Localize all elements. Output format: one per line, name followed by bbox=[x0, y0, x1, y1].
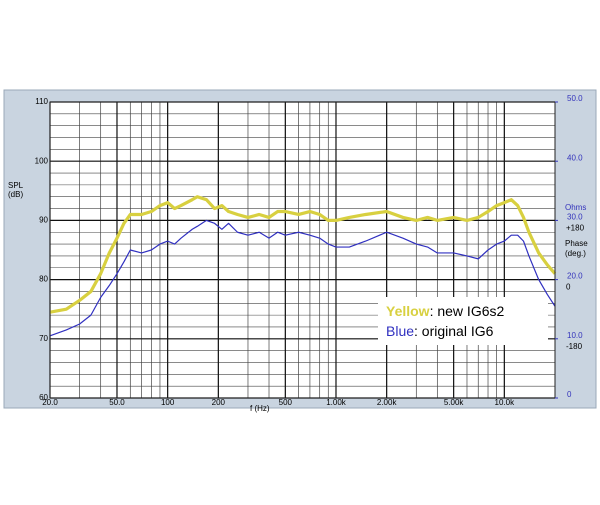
y-tick-label: 70 bbox=[39, 334, 48, 343]
y-tick-label: 110 bbox=[35, 97, 48, 106]
x-tick-label: 100 bbox=[161, 398, 175, 407]
series-line bbox=[49, 219, 556, 337]
y2-tick-label: 20.0 bbox=[567, 272, 583, 281]
y2-tick-label: 10.0 bbox=[567, 331, 583, 340]
phase-tick-label: 0 bbox=[566, 283, 571, 292]
y2-tick-label: 50.0 bbox=[567, 94, 583, 103]
legend-key: Yellow bbox=[386, 303, 430, 319]
y-tick-label: 60 bbox=[39, 393, 48, 402]
legend-entry: Blue: original IG6 bbox=[386, 323, 494, 339]
y2-axis-label: Ohms bbox=[565, 203, 586, 212]
legend-box bbox=[378, 297, 548, 345]
legend-label: : original IG6 bbox=[414, 323, 494, 339]
phase-label: (deg.) bbox=[565, 249, 586, 258]
legend-entry: Yellow: new IG6s2 bbox=[386, 303, 504, 319]
y2-tick-label: 40.0 bbox=[567, 153, 583, 162]
y-tick-label: 80 bbox=[39, 275, 48, 284]
phase-tick-label: +180 bbox=[566, 224, 585, 233]
x-axis-label: f (Hz) bbox=[250, 404, 270, 413]
phase-label: Phase bbox=[565, 239, 588, 248]
series-line bbox=[49, 195, 557, 314]
x-tick-label: 2.00k bbox=[377, 398, 398, 407]
legend-key: Blue bbox=[386, 323, 414, 339]
plot-frame bbox=[49, 101, 556, 399]
x-tick-label: 5.00k bbox=[444, 398, 465, 407]
x-tick-label: 10.0k bbox=[495, 398, 516, 407]
y2-tick-label: 30.0 bbox=[567, 213, 583, 222]
plot-area bbox=[50, 102, 555, 398]
legend: Yellow: new IG6s2 Blue: original IG6 bbox=[378, 297, 548, 345]
y-axis-label: (dB) bbox=[8, 190, 23, 199]
phase-tick-label: -180 bbox=[566, 342, 583, 351]
x-tick-label: 50.0 bbox=[109, 398, 125, 407]
y-tick-label: 90 bbox=[39, 216, 48, 225]
y-axis-label: SPL bbox=[8, 181, 24, 190]
legend-label: : new IG6s2 bbox=[430, 303, 505, 319]
x-tick-label: 500 bbox=[279, 398, 293, 407]
x-tick-label: 1.00k bbox=[326, 398, 347, 407]
x-tick-label: 20.0 bbox=[42, 398, 58, 407]
x-tick-label: 200 bbox=[212, 398, 226, 407]
y2-tick-label: 0 bbox=[567, 390, 572, 399]
y-tick-label: 100 bbox=[35, 156, 49, 165]
